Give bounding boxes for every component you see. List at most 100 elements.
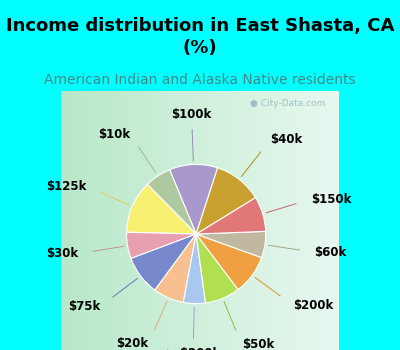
Bar (316, 91, 317, 350)
Bar (290, 91, 292, 350)
Bar (102, 91, 104, 350)
Bar (225, 91, 226, 350)
Bar (165, 91, 167, 350)
Bar (188, 91, 189, 350)
Bar (310, 91, 311, 350)
Bar (137, 91, 139, 350)
Text: American Indian and Alaska Native residents: American Indian and Alaska Native reside… (44, 73, 356, 87)
Text: $20k: $20k (116, 337, 148, 350)
Bar (308, 91, 310, 350)
Bar (160, 91, 161, 350)
Bar (142, 91, 143, 350)
Bar (65, 91, 66, 350)
Bar (189, 91, 190, 350)
Bar (330, 91, 331, 350)
Bar (87, 91, 89, 350)
Text: $50k: $50k (242, 338, 274, 350)
Bar (300, 91, 302, 350)
Bar (229, 91, 231, 350)
Bar (336, 91, 338, 350)
Text: $150k: $150k (311, 193, 351, 206)
Bar (218, 91, 220, 350)
Bar (64, 91, 65, 350)
Bar (75, 91, 76, 350)
Bar (268, 91, 270, 350)
Bar (271, 91, 272, 350)
Bar (86, 91, 87, 350)
Bar (311, 91, 313, 350)
Bar (204, 91, 206, 350)
Bar (275, 91, 276, 350)
Bar (134, 91, 136, 350)
Bar (289, 91, 290, 350)
Bar (161, 91, 162, 350)
Bar (210, 91, 211, 350)
Bar (201, 91, 203, 350)
Bar (175, 91, 176, 350)
Bar (328, 91, 330, 350)
Bar (110, 91, 111, 350)
Bar (168, 91, 169, 350)
Bar (154, 91, 156, 350)
Text: $75k: $75k (68, 300, 100, 313)
Bar (125, 91, 126, 350)
Bar (157, 91, 158, 350)
Bar (286, 91, 288, 350)
Bar (253, 91, 254, 350)
Bar (105, 91, 107, 350)
Bar (194, 91, 196, 350)
Bar (132, 91, 133, 350)
Bar (108, 91, 110, 350)
Bar (274, 91, 275, 350)
Bar (239, 91, 240, 350)
Text: ● City-Data.com: ● City-Data.com (250, 99, 326, 108)
Bar (215, 91, 217, 350)
Bar (324, 91, 325, 350)
Bar (183, 91, 185, 350)
Bar (97, 91, 98, 350)
Wedge shape (155, 234, 196, 302)
Bar (226, 91, 228, 350)
Bar (178, 91, 179, 350)
Bar (263, 91, 264, 350)
Bar (89, 91, 90, 350)
Bar (171, 91, 172, 350)
Bar (264, 91, 266, 350)
Bar (167, 91, 168, 350)
Wedge shape (196, 198, 266, 234)
Wedge shape (196, 231, 266, 258)
Bar (252, 91, 253, 350)
Bar (299, 91, 300, 350)
Text: $125k: $125k (46, 180, 86, 193)
Bar (221, 91, 222, 350)
Bar (150, 91, 151, 350)
Text: Income distribution in East Shasta, CA
(%): Income distribution in East Shasta, CA (… (6, 17, 394, 57)
Bar (84, 91, 86, 350)
Wedge shape (126, 232, 196, 259)
Bar (114, 91, 115, 350)
Bar (292, 91, 293, 350)
Bar (151, 91, 153, 350)
Bar (238, 91, 239, 350)
Bar (258, 91, 260, 350)
Bar (214, 91, 215, 350)
Bar (243, 91, 244, 350)
Bar (146, 91, 147, 350)
Bar (144, 91, 146, 350)
Bar (217, 91, 218, 350)
Text: $10k: $10k (98, 127, 130, 140)
Bar (130, 91, 132, 350)
Bar (327, 91, 328, 350)
Bar (281, 91, 282, 350)
Bar (231, 91, 232, 350)
Bar (306, 91, 307, 350)
Bar (295, 91, 296, 350)
Bar (236, 91, 238, 350)
Bar (180, 91, 182, 350)
Bar (193, 91, 194, 350)
Bar (158, 91, 160, 350)
Bar (68, 91, 69, 350)
Bar (121, 91, 122, 350)
Bar (282, 91, 284, 350)
Text: > $200k: > $200k (166, 347, 220, 350)
